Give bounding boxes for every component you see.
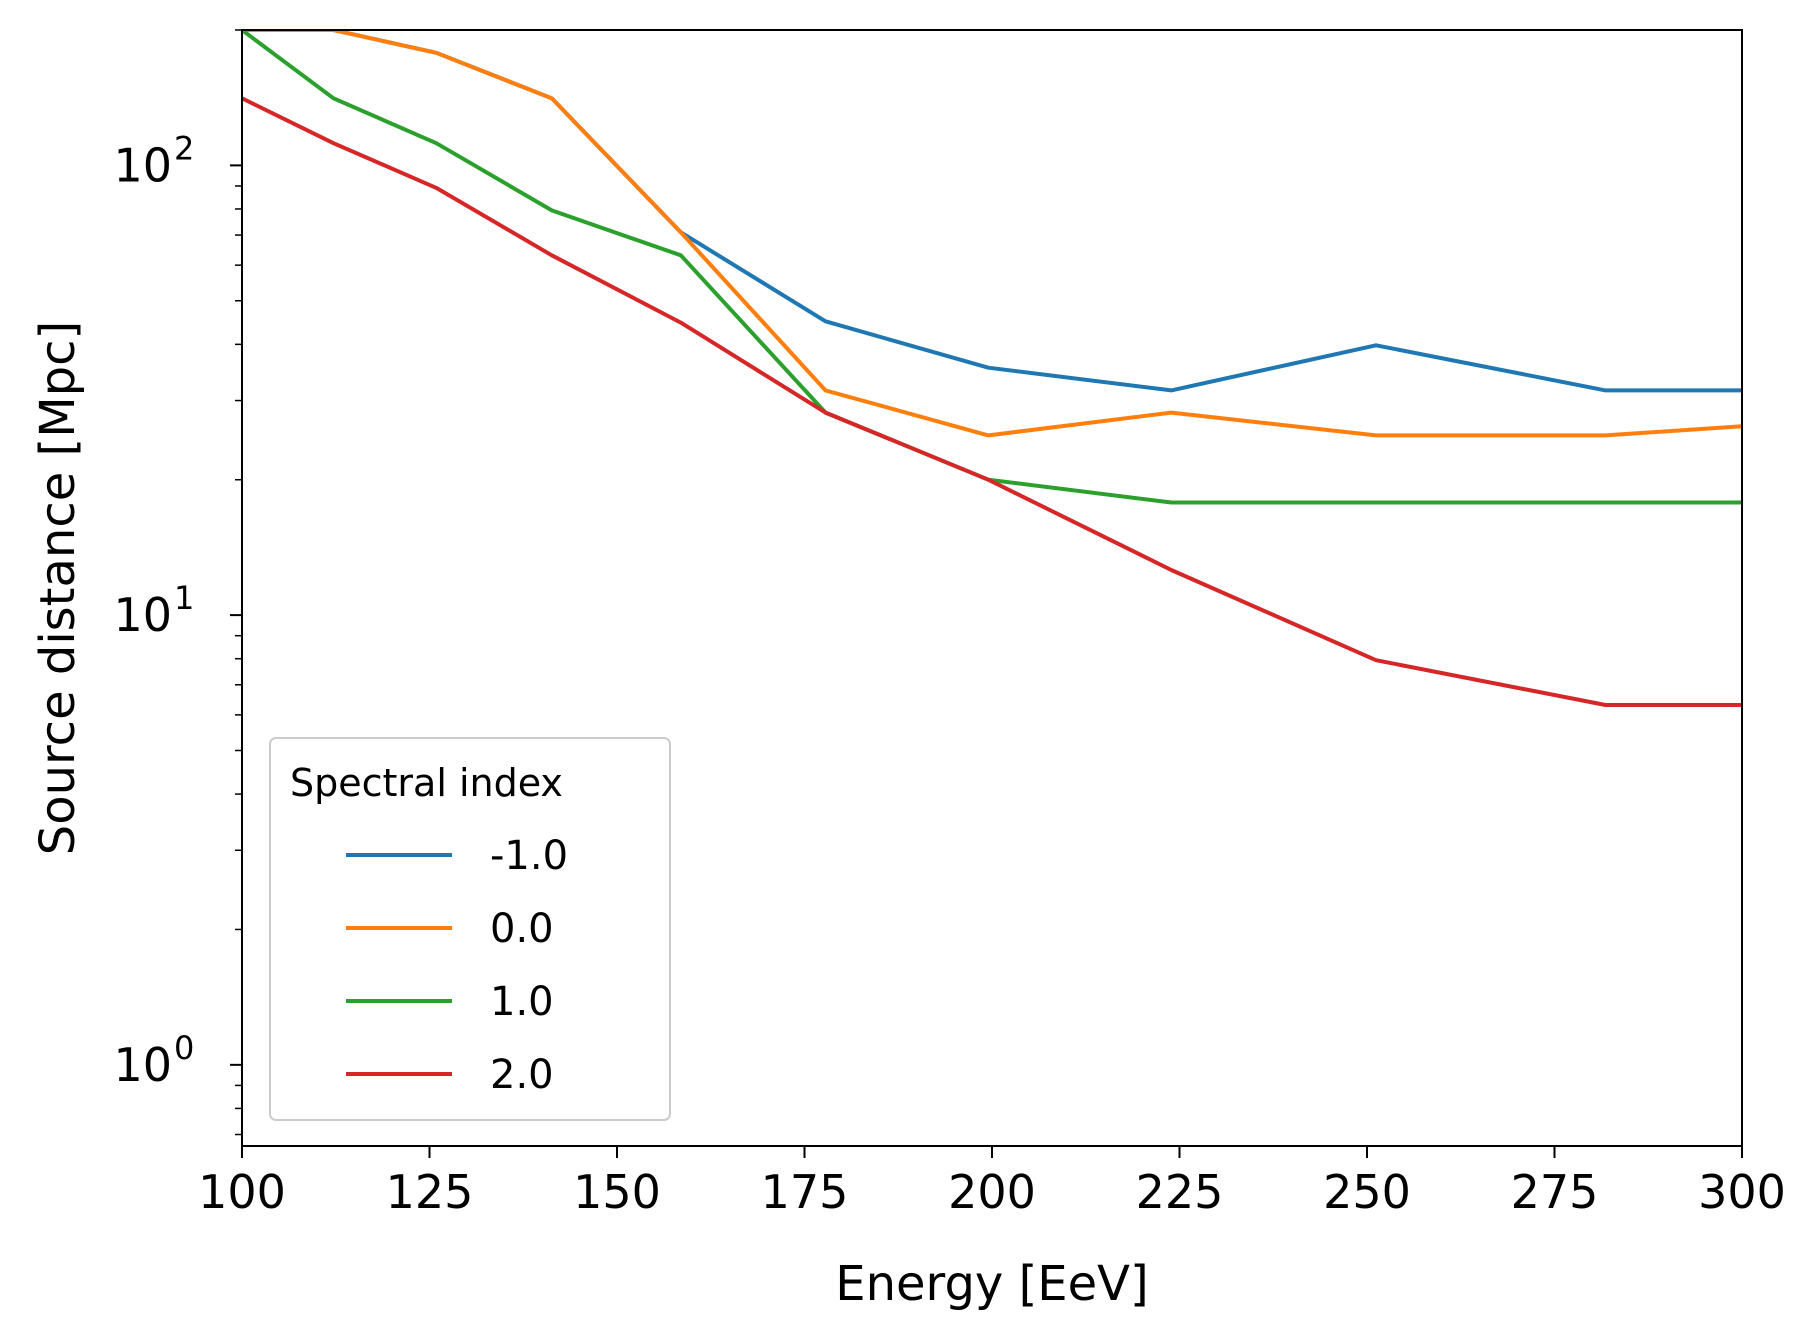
legend-items: -1.0 0.0 1.0 2.0 bbox=[346, 833, 568, 1098]
plot-series-group bbox=[242, 30, 1742, 707]
x-tick-label: 150 bbox=[573, 1165, 661, 1219]
y-tick-exponent: 0 bbox=[174, 1029, 194, 1067]
y-axis-label: Source distance [Mpc] bbox=[30, 321, 86, 856]
legend-label: 0.0 bbox=[490, 906, 554, 952]
x-tick-label: 275 bbox=[1511, 1165, 1599, 1219]
x-tick-label: 250 bbox=[1323, 1165, 1411, 1219]
x-axis: 100 125 150 175 200 225 250 275 300 bbox=[198, 1146, 1786, 1219]
x-axis-label: Energy [EeV] bbox=[835, 1256, 1148, 1312]
legend-label: -1.0 bbox=[490, 833, 568, 879]
y-tick-exponent: 1 bbox=[174, 579, 194, 617]
y-tick-label: 10 bbox=[113, 588, 172, 642]
x-tick-label: 125 bbox=[386, 1165, 474, 1219]
x-tick-label: 300 bbox=[1698, 1165, 1786, 1219]
x-tick-label: 200 bbox=[948, 1165, 1036, 1219]
legend-label: 2.0 bbox=[490, 1052, 554, 1098]
series-line bbox=[242, 30, 1742, 438]
y-tick-label: 10 bbox=[113, 138, 172, 192]
series-line bbox=[242, 96, 1742, 707]
y-tick-exponent: 2 bbox=[174, 129, 194, 167]
series-line bbox=[242, 30, 1742, 505]
y-tick-label: 10 bbox=[113, 1038, 172, 1092]
x-tick-label: 100 bbox=[198, 1165, 286, 1219]
x-tick-label: 225 bbox=[1136, 1165, 1224, 1219]
legend-box bbox=[269, 737, 671, 1121]
legend-title: Spectral index bbox=[290, 761, 563, 805]
series-line bbox=[242, 30, 1742, 393]
legend: Spectral index -1.0 0.0 1.0 2.0 bbox=[269, 737, 671, 1121]
legend-label: 1.0 bbox=[490, 979, 554, 1025]
x-tick-label: 175 bbox=[761, 1165, 849, 1219]
